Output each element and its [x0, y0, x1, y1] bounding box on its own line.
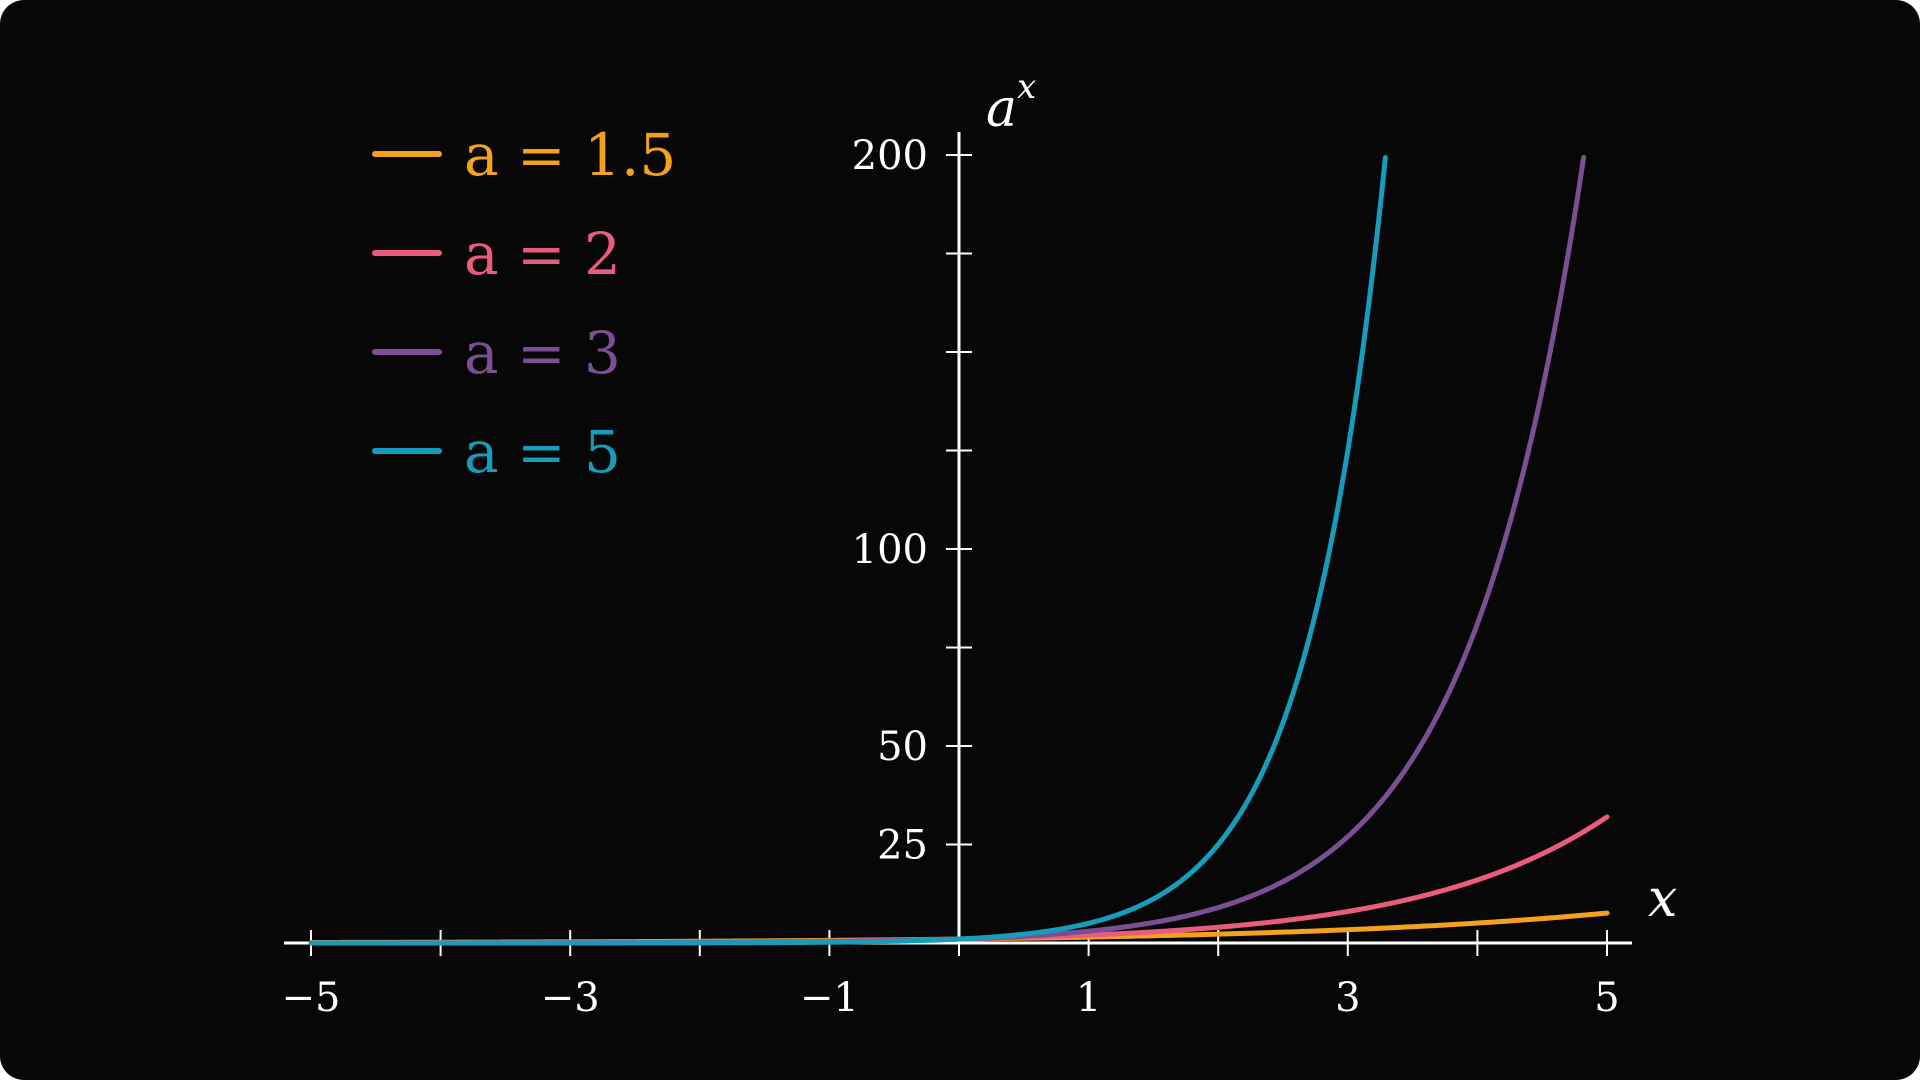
x-tick-label: 3	[1335, 975, 1360, 1021]
y-tick-label: 200	[852, 133, 928, 179]
x-tick-label: 1	[1076, 975, 1101, 1021]
series-line-5	[308, 155, 1388, 946]
axis-labels: x ax	[986, 67, 1677, 929]
y-axis-label: ax	[986, 67, 1036, 139]
series-layer	[308, 154, 1610, 946]
x-tick-label: −1	[800, 975, 859, 1021]
y-tick-label: 25	[877, 823, 928, 869]
legend-label: a = 1.5	[464, 121, 676, 189]
x-axis-label: x	[1648, 869, 1677, 929]
legend-label: a = 5	[464, 418, 621, 486]
y-tick-label: 50	[877, 724, 928, 770]
legend-label: a = 2	[464, 220, 621, 288]
legend-label: a = 3	[464, 319, 621, 387]
x-tick-label: −3	[541, 975, 600, 1021]
legend: a = 1.5 a = 2 a = 3 a = 5	[372, 121, 676, 486]
y-tick-label: 100	[852, 527, 928, 573]
x-tick-label: −5	[282, 975, 341, 1021]
x-tick-label: 5	[1594, 975, 1619, 1021]
axes: −5 −3 −1 1 3 5 25 50 100 200	[282, 132, 1632, 1021]
